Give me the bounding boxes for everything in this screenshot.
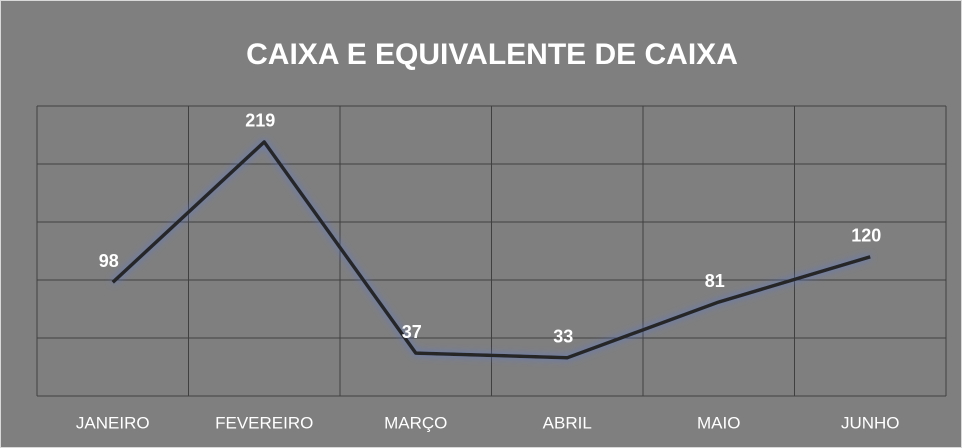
data-label: 219 bbox=[245, 111, 275, 131]
line bbox=[111, 140, 871, 360]
data-label: 33 bbox=[553, 326, 573, 346]
data-label: 37 bbox=[402, 322, 422, 342]
x-tick-label: FEVEREIRO bbox=[215, 413, 313, 432]
data-label: 98 bbox=[99, 251, 119, 271]
data-label: 81 bbox=[705, 271, 725, 291]
x-tick-label: ABRIL bbox=[543, 413, 592, 432]
data-label: 120 bbox=[851, 226, 881, 246]
x-tick-label: MARÇO bbox=[384, 413, 447, 432]
x-tick-label: MAIO bbox=[697, 413, 740, 432]
chart-title: CAIXA E EQUIVALENTE DE CAIXA bbox=[246, 38, 738, 71]
x-tick-label: JANEIRO bbox=[76, 413, 150, 432]
x-tick-label: JUNHO bbox=[841, 413, 900, 432]
